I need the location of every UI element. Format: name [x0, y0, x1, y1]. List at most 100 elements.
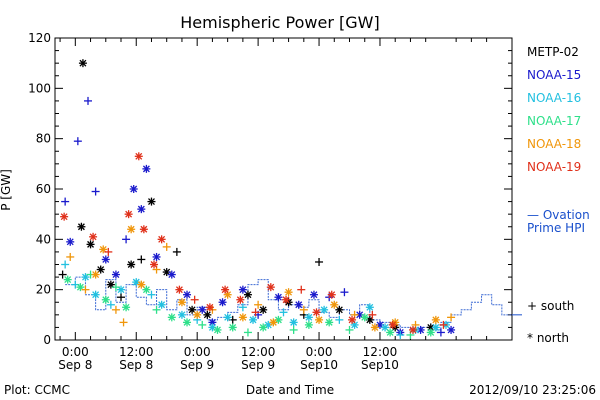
data-point-noaa-17-north [101, 295, 110, 304]
mark-stroke [259, 323, 267, 331]
data-point-metp-02-north [203, 310, 212, 319]
data-point-noaa-16-south [396, 330, 405, 339]
data-point-noaa-18-north [269, 318, 278, 327]
mark-stroke [127, 261, 135, 268]
data-point-noaa-18-north [330, 300, 339, 309]
mark-stroke [92, 291, 100, 299]
data-point-noaa-16-south [61, 260, 70, 269]
data-point-noaa-15-north [152, 252, 161, 261]
x-tick-label-time: 12:00 [119, 345, 154, 359]
data-point-noaa-19-north [221, 285, 230, 294]
x-tick-label-date: Sep 9 [241, 358, 275, 372]
data-point-noaa-15-north [183, 290, 192, 299]
data-point-noaa-17-north [213, 325, 222, 334]
plot-border [54, 37, 513, 341]
data-point-noaa-16-south [279, 308, 288, 317]
data-point-noaa-17-south [289, 325, 298, 334]
legend-item-noaa-19: NOAA-19 [527, 160, 581, 174]
mark-stroke [97, 266, 105, 273]
data-point-noaa-18-north [177, 298, 186, 307]
x-tick-label-date: Sep 9 [180, 358, 214, 372]
legend-item-noaa-18: NOAA-18 [527, 137, 581, 151]
data-point-noaa-18-south [111, 305, 120, 314]
y-axis: 0 20 40 60 80 100 120 [28, 31, 512, 347]
data-point-noaa-15-north [208, 318, 217, 327]
data-point-noaa-17-north [122, 303, 131, 312]
data-point-noaa-19-north [266, 283, 275, 292]
data-point-metp-02-north [147, 197, 156, 206]
legend-item-noaa-17: NOAA-17 [527, 114, 581, 128]
mark-stroke [150, 261, 158, 268]
mark-stroke [409, 326, 417, 334]
mark-stroke [188, 306, 196, 314]
data-point-noaa-15-north [167, 270, 176, 279]
mark-stroke [64, 276, 72, 284]
x-tick-label-time: 12:00 [363, 345, 398, 359]
mark-stroke [386, 328, 394, 336]
x-tick-label-time: 0:00 [62, 345, 89, 359]
mark-stroke [163, 268, 171, 276]
mark-stroke [366, 303, 374, 311]
mark-stroke [313, 308, 320, 316]
data-point-noaa-19-north [312, 308, 321, 317]
data-point-metp-02-north [86, 240, 95, 249]
data-point-noaa-18-north [370, 323, 379, 332]
data-point-noaa-17-north [360, 313, 369, 322]
x-axis-label: Date and Time [246, 383, 334, 397]
data-point-noaa-17-north [167, 313, 176, 322]
mark-stroke [356, 311, 364, 319]
mark-stroke [168, 313, 176, 321]
mark-stroke [175, 286, 183, 294]
mark-stroke [183, 291, 191, 299]
data-point-noaa-17-south [152, 305, 161, 314]
mark-stroke [140, 225, 148, 233]
data-point-noaa-19-north [236, 295, 245, 304]
legend-marker-south: + south [527, 299, 574, 313]
y-tick-label: 120 [28, 31, 51, 45]
data-point-noaa-19-south [190, 295, 199, 304]
mark-stroke [99, 245, 107, 253]
data-points [58, 59, 456, 339]
mark-stroke [285, 288, 293, 296]
mark-stroke [117, 286, 125, 294]
data-point-metp-02-south [117, 293, 126, 302]
mark-stroke [107, 281, 115, 289]
x-tick-label-time: 0:00 [184, 345, 211, 359]
mark-stroke [427, 323, 435, 331]
mark-stroke [92, 271, 100, 279]
mark-stroke [221, 286, 229, 294]
data-point-noaa-15-north [238, 285, 247, 294]
data-point-noaa-19-north [327, 290, 336, 299]
legend-item-noaa-16: NOAA-16 [527, 91, 581, 105]
data-point-noaa-15-south [73, 137, 82, 146]
data-point-noaa-19-north [348, 315, 357, 324]
mark-stroke [168, 271, 176, 279]
mark-stroke [66, 238, 74, 246]
mark-stroke [239, 313, 247, 321]
mark-stroke [158, 235, 166, 243]
data-point-noaa-19-north [60, 212, 69, 221]
data-point-metp-02-north [77, 222, 86, 231]
data-point-metp-02-north [259, 305, 268, 314]
mark-stroke [193, 311, 201, 319]
legend-item-noaa-15: NOAA-15 [527, 68, 581, 82]
mark-stroke [76, 283, 84, 291]
data-point-noaa-19-south [368, 310, 377, 319]
data-point-noaa-15-south [340, 288, 349, 297]
data-point-noaa-19-north [134, 152, 143, 161]
data-point-metp-02-south [315, 257, 324, 266]
data-point-noaa-16-north [381, 323, 390, 332]
y-tick-label: 20 [36, 283, 51, 297]
y-tick-label: 80 [36, 132, 51, 146]
mark-stroke [432, 323, 440, 331]
mark-stroke [102, 256, 110, 263]
mark-stroke [274, 293, 282, 301]
data-point-noaa-18-north [127, 225, 136, 234]
x-tick-label-date: Sep 8 [119, 358, 153, 372]
data-point-metp-02-north [127, 260, 136, 269]
legend-marker-north: * north [527, 331, 569, 345]
y-tick-label: 0 [43, 333, 51, 347]
data-point-noaa-17-north [426, 328, 435, 337]
y-tick-label: 100 [28, 81, 51, 95]
mark-stroke [282, 296, 290, 304]
